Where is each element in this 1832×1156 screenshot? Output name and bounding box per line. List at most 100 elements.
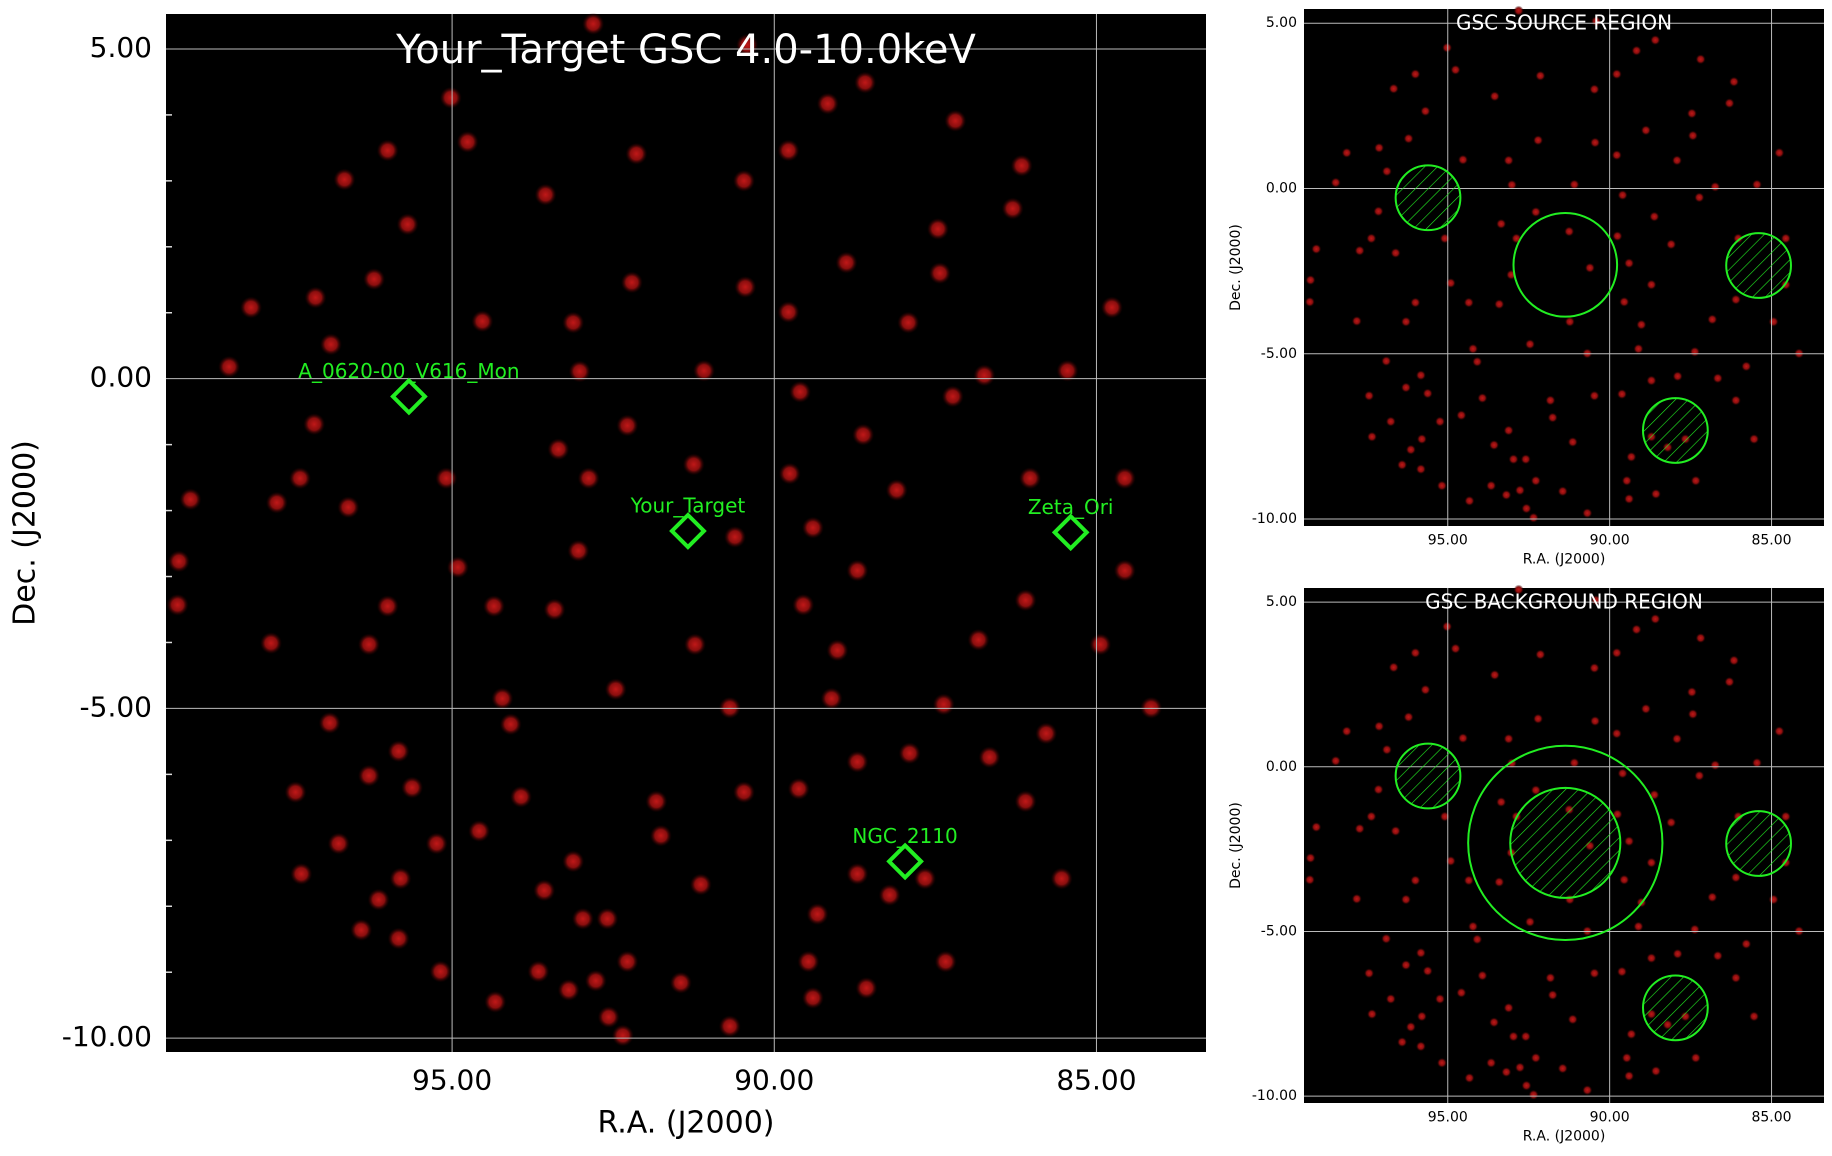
field-source xyxy=(1388,662,1399,673)
field-source xyxy=(1436,480,1447,491)
field-source xyxy=(1730,872,1741,883)
field-source xyxy=(543,598,566,621)
field-source xyxy=(1712,373,1723,384)
field-source xyxy=(304,286,327,309)
field-source xyxy=(1304,296,1315,307)
field-source xyxy=(1364,968,1375,979)
field-source xyxy=(1457,733,1468,744)
field-source xyxy=(1506,179,1517,190)
field-source xyxy=(978,746,1001,769)
field-source xyxy=(941,385,964,408)
field-source xyxy=(471,310,494,333)
region xyxy=(1725,232,1792,299)
field-source xyxy=(1400,960,1411,971)
field-source xyxy=(1304,874,1315,885)
field-source xyxy=(571,907,594,930)
region xyxy=(1642,397,1709,464)
field-source xyxy=(547,438,570,461)
field-source xyxy=(1768,894,1779,905)
field-source xyxy=(1494,877,1505,888)
field-source xyxy=(1564,226,1575,237)
y-tick-label: -5.00 xyxy=(80,690,152,723)
field-source xyxy=(1456,987,1467,998)
field-source xyxy=(1728,76,1739,87)
field-source xyxy=(1741,361,1752,372)
field-source xyxy=(568,360,591,383)
y-tick-label: -10.00 xyxy=(62,1020,152,1053)
field-source xyxy=(1422,965,1433,976)
field-source xyxy=(387,740,410,763)
field-source xyxy=(1687,709,1698,720)
field-source xyxy=(584,969,607,992)
region xyxy=(1467,744,1664,942)
field-source xyxy=(367,888,390,911)
field-source xyxy=(732,781,755,804)
field-source xyxy=(1646,375,1657,386)
y-tick-label: -5.00 xyxy=(1261,923,1297,939)
field-source xyxy=(1619,874,1630,885)
field-source xyxy=(1410,647,1421,658)
field-source xyxy=(1528,1089,1539,1100)
field-source xyxy=(1415,464,1426,475)
field-source xyxy=(1749,1011,1760,1022)
source-label: A_0620-00_V616_Mon xyxy=(298,359,519,383)
field-source xyxy=(401,776,424,799)
field-source xyxy=(1445,855,1456,866)
field-source xyxy=(1464,495,1475,506)
field-source xyxy=(1381,356,1392,367)
field-source xyxy=(1416,434,1427,445)
field-source xyxy=(1403,712,1414,723)
field-source xyxy=(1400,894,1411,905)
chart-title: GSC BACKGROUND REGION xyxy=(1425,590,1703,614)
field-source xyxy=(734,276,757,299)
x-axis-label: R.A. (J2000) xyxy=(598,1106,775,1141)
field-source xyxy=(1724,98,1735,109)
field-source xyxy=(482,595,505,618)
field-source xyxy=(491,687,514,710)
field-source xyxy=(1584,262,1595,273)
field-source xyxy=(1611,69,1622,80)
field-source xyxy=(1400,382,1411,393)
field-source xyxy=(1707,314,1718,325)
field-source xyxy=(928,262,951,285)
y-tick-label: -10.00 xyxy=(1252,511,1297,527)
field-source xyxy=(1567,437,1578,448)
field-source xyxy=(1410,297,1421,308)
field-source xyxy=(389,867,412,890)
field-source xyxy=(826,639,849,662)
field-source xyxy=(1616,966,1627,977)
field-source xyxy=(1415,947,1426,958)
field-source xyxy=(1567,1014,1578,1025)
field-source xyxy=(1569,757,1580,768)
field-source xyxy=(1728,655,1739,666)
field-source xyxy=(376,595,399,618)
field-source xyxy=(1381,933,1392,944)
field-source xyxy=(1521,503,1532,514)
field-source xyxy=(1381,744,1392,755)
field-source xyxy=(1724,676,1735,687)
field-source xyxy=(1366,1009,1377,1020)
field-source xyxy=(1415,1041,1426,1052)
field-source xyxy=(1503,733,1514,744)
field-source xyxy=(1489,440,1500,451)
field-source xyxy=(1590,137,1601,148)
field-source xyxy=(1374,142,1385,153)
field-source xyxy=(1373,206,1384,217)
field-source xyxy=(533,879,556,902)
field-source xyxy=(1503,425,1514,436)
field-source xyxy=(1514,1062,1525,1073)
field-source xyxy=(363,268,386,291)
region xyxy=(1509,786,1622,899)
field-source xyxy=(289,467,312,490)
field-source xyxy=(499,713,522,736)
field-source xyxy=(1089,633,1112,656)
x-tick-label: 90.00 xyxy=(734,1063,814,1096)
field-source xyxy=(1366,431,1377,442)
field-source xyxy=(1730,395,1741,406)
x-tick-label: 90.00 xyxy=(1590,1110,1630,1126)
field-source xyxy=(778,462,801,485)
field-source xyxy=(1520,454,1531,465)
y-tick-label: 0.00 xyxy=(90,361,152,394)
y-axis-label: Dec. (J2000) xyxy=(1228,224,1244,311)
field-source xyxy=(1649,211,1660,222)
